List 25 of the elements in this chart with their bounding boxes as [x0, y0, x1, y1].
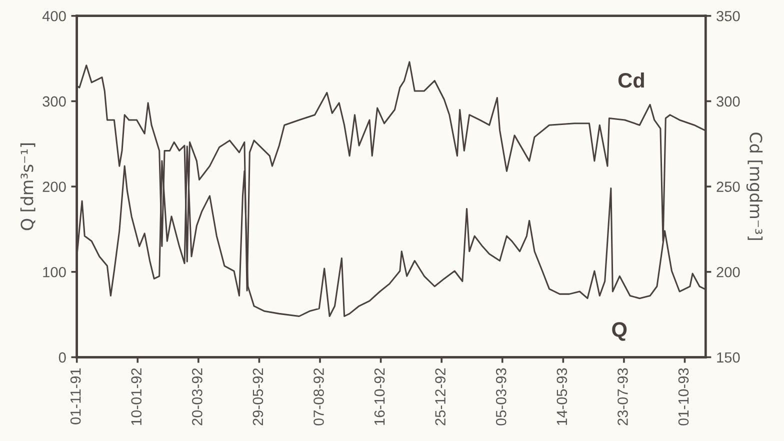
y2-tick-label: 250 [716, 182, 740, 192]
series-label: Q [612, 322, 627, 341]
x-tick-label: 20-03-92 [192, 368, 202, 426]
y2-tick-label: 200 [716, 266, 740, 278]
x-tick-label: 07-08-92 [314, 368, 324, 426]
y-axis-title: Q [dm³s⁻¹] [20, 143, 36, 230]
x-tick-label: 01-10-93 [678, 368, 689, 426]
y2-axis-title: Cd [mgdm⁻³] [746, 132, 763, 240]
x-tick-label: 14-05-93 [556, 368, 568, 425]
series-label: Cd [618, 72, 644, 88]
y-tick-label: 300 [42, 96, 66, 107]
x-tick-label: 29-05-92 [252, 368, 264, 426]
y-tick-label: 100 [43, 266, 66, 278]
x-tick-label: 25-12-92 [435, 368, 446, 426]
y-tick-label: 400 [42, 10, 66, 22]
y2-tick-label: 150 [717, 352, 740, 363]
y2-tick-label: 350 [716, 10, 740, 22]
x-tick-label: 23-07-93 [618, 368, 628, 426]
x-tick-label: 05-03-93 [496, 368, 506, 426]
y-tick-label: 0 [58, 352, 66, 363]
y-tick-label: 200 [42, 182, 66, 192]
y2-tick-label: 300 [716, 96, 740, 107]
x-tick-label: 01-11-91 [70, 368, 81, 424]
x-tick-label: 16-10-92 [374, 368, 385, 425]
x-tick-label: 10-01-92 [131, 368, 142, 425]
